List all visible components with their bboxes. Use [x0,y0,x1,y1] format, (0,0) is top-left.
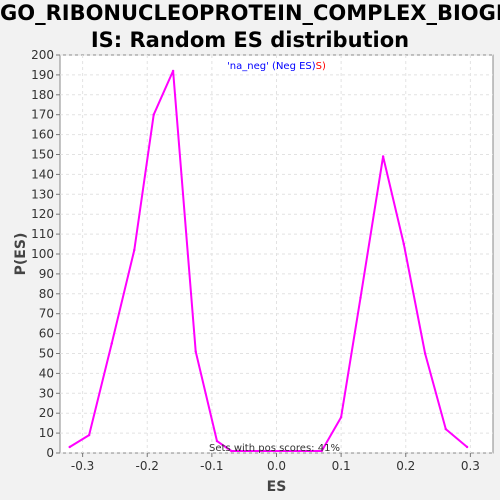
data-point [194,350,197,353]
data-point [381,155,385,158]
data-point [152,113,155,116]
legend: 'na_neg' (Neg ES)S) [227,61,326,72]
y-tick-label: 190 [31,68,54,82]
y-tick-label: 140 [31,167,54,181]
data-point [465,445,469,449]
x-tick-label: -0.1 [200,459,223,473]
data-point [402,242,405,246]
y-tick-label: 110 [31,227,54,241]
data-point [230,449,233,453]
y-tick-label: 180 [31,88,54,102]
y-tick-label: 170 [31,108,54,122]
y-tick-label: 50 [39,347,54,361]
x-axis-label: ES [267,479,287,495]
y-tick-label: 130 [31,187,54,201]
legend-entry: 'na_neg' (Neg ES) [227,61,316,72]
x-tick-label: 0.2 [396,459,415,473]
y-tick-label: 10 [39,426,54,440]
data-point [359,296,362,299]
x-tick-label: 0.1 [332,459,351,473]
legend-entry: S) [316,61,326,72]
y-tick-label: 70 [39,307,54,321]
data-point [215,439,219,443]
y-tick-label: 160 [31,128,54,142]
data-point [339,416,343,419]
data-point [320,449,323,453]
y-tick-label: 150 [31,148,54,162]
chart-title-line-2: IS: Random ES distribution [90,28,410,52]
data-point [87,433,91,437]
data-point [133,248,136,252]
y-axis-label: P(ES) [13,233,29,276]
y-tick-label: 80 [39,287,54,301]
axes: 0 10 20 30 40 50 60 70 80 90 100 110 120 130 140 150 160… [31,48,480,473]
y-tick-label: 60 [39,327,54,341]
y-tick-label: 200 [31,48,54,62]
series-group [68,69,469,453]
data-point [68,445,71,449]
y-tick-label: 120 [31,207,54,221]
data-point [423,352,427,355]
y-tick-label: 30 [39,386,54,400]
pos-scores-annotation: Sets with pos scores: 41% [209,443,340,454]
x-tick-label: -0.3 [71,459,94,473]
chart-title: GO_RIBONUCLEOPROTEIN_COMPLEX_BIOGENES IS… [0,0,500,54]
x-tick-label: 0.0 [267,459,286,473]
data-point [171,69,175,73]
y-tick-label: 100 [31,247,54,261]
y-tick-label: 20 [39,406,54,420]
data-point [444,427,447,431]
y-tick-label: 0 [46,446,54,460]
y-tick-label: 40 [39,366,54,380]
grid-lines [60,54,493,454]
x-tick-label: -0.2 [136,459,159,473]
y-tick-label: 90 [39,267,54,281]
data-point [110,342,113,345]
chart-title-line-1: GO_RIBONUCLEOPROTEIN_COMPLEX_BIOGENES [0,1,500,25]
x-tick-label: 0.3 [461,459,480,473]
